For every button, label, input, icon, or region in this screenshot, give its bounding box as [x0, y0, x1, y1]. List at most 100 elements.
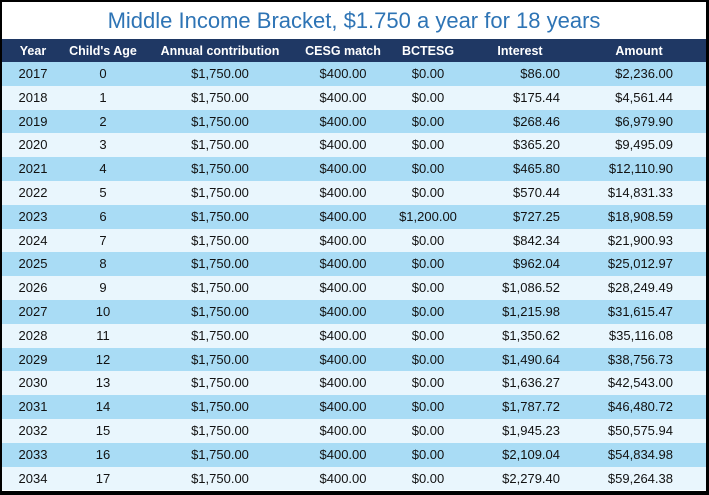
cell-interest: $1,215.98: [502, 303, 560, 319]
cell-interest: $1,787.72: [502, 399, 560, 415]
cell-year: 2028: [18, 327, 48, 343]
cell-annual-contribution: $1,750.00: [191, 256, 249, 272]
table-header-row: Year Child's Age Annual contribution CES…: [2, 39, 706, 62]
cell-interest: $962.04: [513, 256, 560, 272]
cell-amount: $4,561.44: [615, 89, 673, 105]
cell-childs-age: 10: [95, 303, 111, 319]
cell-amount: $25,012.97: [607, 256, 673, 272]
cell-childs-age: 9: [99, 280, 107, 296]
cell-cesg-match: $400.00: [319, 208, 367, 224]
column-header-amount: Amount: [572, 39, 706, 62]
cell-bctesg: $0.00: [411, 470, 445, 486]
cell-childs-age: 2: [99, 113, 107, 129]
cell-cesg-match: $400.00: [319, 184, 367, 200]
cell-year: 2029: [18, 351, 48, 367]
cell-cesg-match: $400.00: [319, 256, 367, 272]
table-title: Middle Income Bracket, $1.750 a year for…: [107, 8, 601, 33]
cell-childs-age: 12: [95, 351, 111, 367]
cell-interest: $1,086.52: [502, 280, 560, 296]
cell-bctesg: $0.00: [411, 232, 445, 248]
table-row: 2023 6 $1,750.00 $400.00 $1,200.00 $727.25 $18…: [2, 204, 706, 229]
table-row: 2021 4 $1,750.00 $400.00 $0.00 $465.80 $12,110…: [2, 157, 706, 181]
cell-bctesg: $0.00: [411, 303, 445, 319]
cell-cesg-match: $400.00: [319, 351, 367, 367]
cell-year: 2033: [18, 446, 48, 462]
cell-interest: $842.34: [513, 232, 560, 248]
resp-contributions-table: Year Child's Age Annual contribution CES…: [2, 39, 706, 491]
table-row: 2027 10 $1,750.00 $400.00 $0.00 $1,215.98 $31,…: [2, 299, 706, 324]
cell-amount: $21,900.93: [607, 232, 673, 248]
cell-annual-contribution: $1,750.00: [191, 327, 249, 343]
cell-interest: $1,350.62: [502, 327, 560, 343]
table-row: 2020 3 $1,750.00 $400.00 $0.00 $365.20 $9,495.…: [2, 133, 706, 158]
cell-childs-age: 5: [99, 184, 107, 200]
table-row: 2033 16 $1,750.00 $400.00 $0.00 $2,109.04 $54,…: [2, 442, 706, 467]
cell-interest: $465.80: [513, 161, 560, 177]
cell-amount: $31,615.47: [607, 303, 673, 319]
cell-bctesg: $0.00: [411, 375, 445, 391]
cell-cesg-match: $400.00: [319, 66, 367, 81]
column-header-annual-contribution: Annual contribution: [142, 39, 298, 62]
cell-year: 2027: [18, 303, 48, 319]
cell-year: 2017: [18, 66, 48, 81]
table-row: 2018 1 $1,750.00 $400.00 $0.00 $175.44 $4,561.…: [2, 85, 706, 110]
cell-bctesg: $0.00: [411, 89, 445, 105]
cell-cesg-match: $400.00: [319, 137, 367, 153]
cell-cesg-match: $400.00: [319, 161, 367, 177]
cell-bctesg: $0.00: [411, 256, 445, 272]
table-row: 2028 11 $1,750.00 $400.00 $0.00 $1,350.62 $35,…: [2, 323, 706, 348]
cell-childs-age: 4: [99, 161, 107, 177]
cell-childs-age: 1: [99, 89, 107, 105]
cell-cesg-match: $400.00: [319, 446, 367, 462]
column-header-bctesg: BCTESG: [388, 39, 468, 62]
column-header-interest: Interest: [468, 39, 572, 62]
cell-childs-age: 16: [95, 446, 111, 462]
cell-bctesg: $1,200.00: [399, 208, 457, 224]
cell-annual-contribution: $1,750.00: [191, 66, 249, 81]
cell-interest: $1,490.64: [502, 351, 560, 367]
table-row: 2022 5 $1,750.00 $400.00 $0.00 $570.44 $14,831…: [2, 180, 706, 205]
cell-childs-age: 17: [95, 470, 111, 486]
cell-bctesg: $0.00: [411, 399, 445, 415]
cell-childs-age: 14: [95, 399, 111, 415]
table-row: 2026 9 $1,750.00 $400.00 $0.00 $1,086.52 $28,2…: [2, 276, 706, 300]
cell-amount: $35,116.08: [608, 327, 673, 343]
cell-amount: $42,543.00: [607, 375, 673, 391]
cell-year: 2034: [18, 470, 48, 486]
cell-amount: $46,480.72: [607, 399, 673, 415]
cell-year: 2020: [18, 137, 48, 153]
cell-annual-contribution: $1,750.00: [191, 446, 249, 462]
table-body: 2017 0 $1,750.00 $400.00 $0.00 $86.00 $2,236.0…: [2, 62, 706, 491]
cell-interest: $2,279.40: [502, 470, 560, 486]
table-row: 2017 0 $1,750.00 $400.00 $0.00 $86.00 $2,236.0…: [2, 62, 706, 86]
cell-annual-contribution: $1,750.00: [191, 232, 249, 248]
cell-amount: $54,834.98: [607, 446, 673, 462]
cell-interest: $1,945.23: [502, 422, 560, 438]
cell-bctesg: $0.00: [411, 422, 445, 438]
cell-annual-contribution: $1,750.00: [191, 113, 249, 129]
cell-bctesg: $0.00: [411, 327, 445, 343]
cell-bctesg: $0.00: [411, 161, 445, 177]
cell-amount: $14,831.33: [607, 184, 673, 200]
cell-amount: $59,264.38: [607, 470, 673, 486]
table-row: 2034 17 $1,750.00 $400.00 $0.00 $2,279.40 $59,…: [2, 466, 706, 491]
cell-cesg-match: $400.00: [319, 399, 367, 415]
cell-interest: $365.20: [513, 137, 560, 153]
cell-year: 2032: [18, 422, 48, 438]
cell-amount: $50,575.94: [607, 422, 673, 438]
table-row: 2029 12 $1,750.00 $400.00 $0.00 $1,490.64 $38,…: [2, 347, 706, 372]
cell-year: 2019: [18, 113, 48, 129]
cell-interest: $1,636.27: [502, 375, 560, 391]
cell-year: 2024: [18, 232, 48, 248]
cell-year: 2023: [18, 208, 48, 224]
cell-annual-contribution: $1,750.00: [191, 375, 249, 391]
cell-amount: $28,249.49: [607, 280, 673, 296]
cell-amount: $12,110.90: [608, 161, 673, 177]
table-row: 2025 8 $1,750.00 $400.00 $0.00 $962.04 $25,012…: [2, 252, 706, 277]
cell-childs-age: 3: [99, 137, 107, 153]
cell-cesg-match: $400.00: [319, 327, 367, 343]
cell-interest: $175.44: [513, 89, 560, 105]
cell-bctesg: $0.00: [411, 184, 445, 200]
cell-annual-contribution: $1,750.00: [191, 137, 249, 153]
